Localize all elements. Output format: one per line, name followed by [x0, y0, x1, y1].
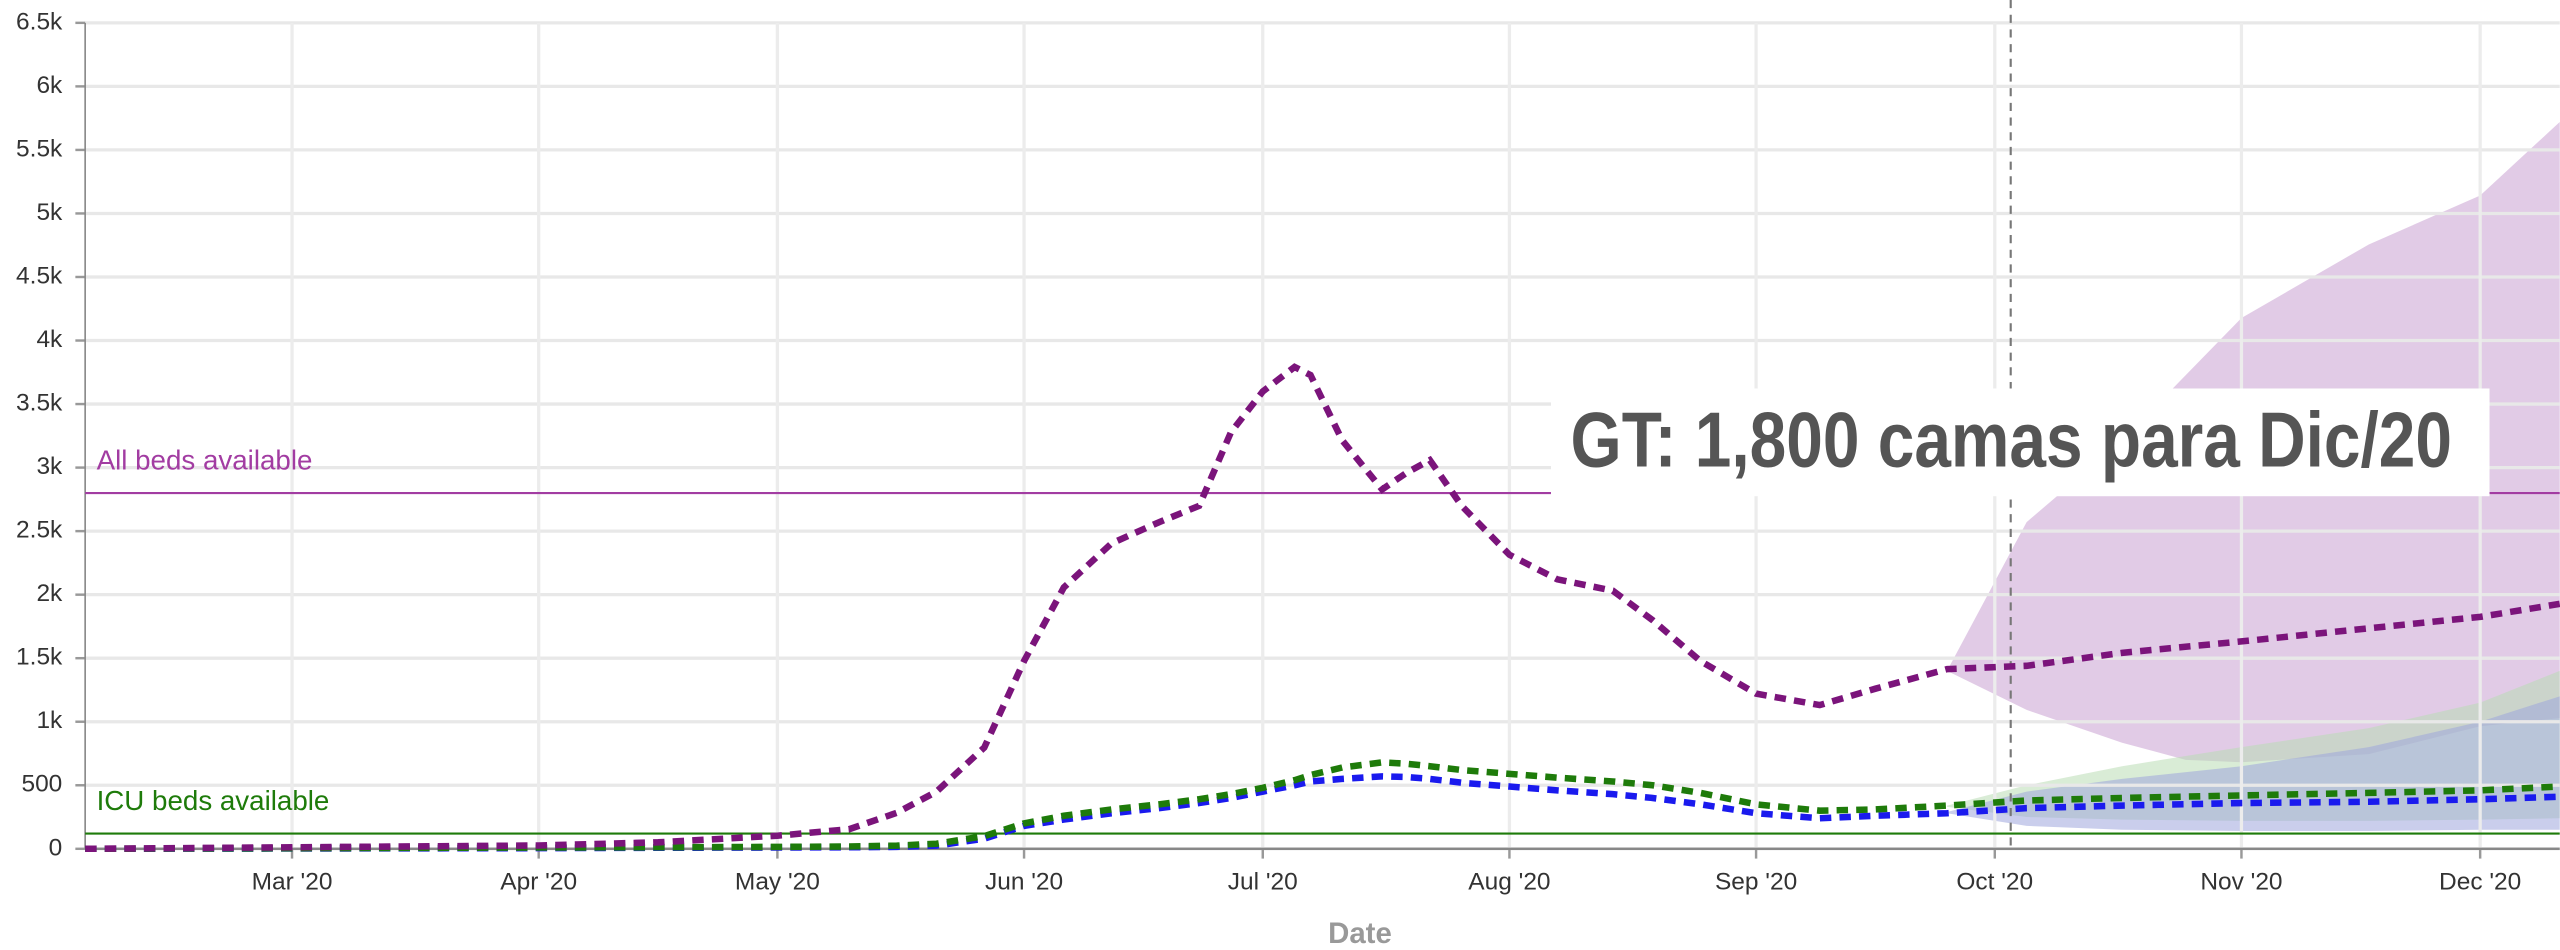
x-tick-label: Dec '20 [2439, 869, 2521, 896]
y-tick-label: 500 [21, 771, 62, 798]
x-tick-label: Jun '20 [985, 869, 1063, 896]
annotation: GT: 1,800 camas para Dic/20 [1571, 395, 2452, 483]
lines: All beds available ICU beds available GT: … [85, 0, 2560, 853]
y-tick-label: 4.5k [16, 262, 63, 289]
y-tick-label: 2.5k [16, 517, 63, 544]
x-tick-label: Jul '20 [1228, 869, 1298, 896]
y-tick-label: 0 [49, 834, 63, 861]
annotation-box [1550, 388, 2490, 497]
grid: 0 500 1k 1.5k 2k 2.5k 3k 3.5k 4k 4.5k 5k 5.5k 6k 6.5k… [16, 8, 2560, 896]
x-tick-label: Sep '20 [1715, 869, 1797, 896]
x-tick-label: Apr '20 [500, 869, 577, 896]
reference-label: All beds available [97, 444, 313, 475]
y-tick-label: 4k [36, 326, 63, 353]
y-tick-label: 3.5k [16, 390, 63, 417]
x-tick-label: Nov '20 [2200, 869, 2282, 896]
y-tick-label: 5k [36, 199, 63, 226]
y-tick-label: 5.5k [16, 135, 63, 162]
x-tick-label: May '20 [735, 869, 820, 896]
y-tick-label: 6k [36, 72, 63, 99]
y-tick-label: 2k [36, 580, 63, 607]
y-tick-label: 3k [36, 453, 63, 480]
reference-label: ICU beds available [97, 785, 330, 816]
x-tick-label: Mar '20 [252, 869, 333, 896]
series-line [85, 759, 2560, 853]
y-tick-label: 6.5k [16, 8, 63, 35]
y-tick-label: 1k [36, 707, 63, 734]
y-tick-label: 1.5k [16, 644, 63, 671]
series-line [85, 363, 2560, 853]
x-tick-label: Aug '20 [1468, 869, 1550, 896]
x-tick-label: Oct '20 [1956, 869, 2033, 896]
x-axis-title: Date [1328, 917, 1392, 950]
